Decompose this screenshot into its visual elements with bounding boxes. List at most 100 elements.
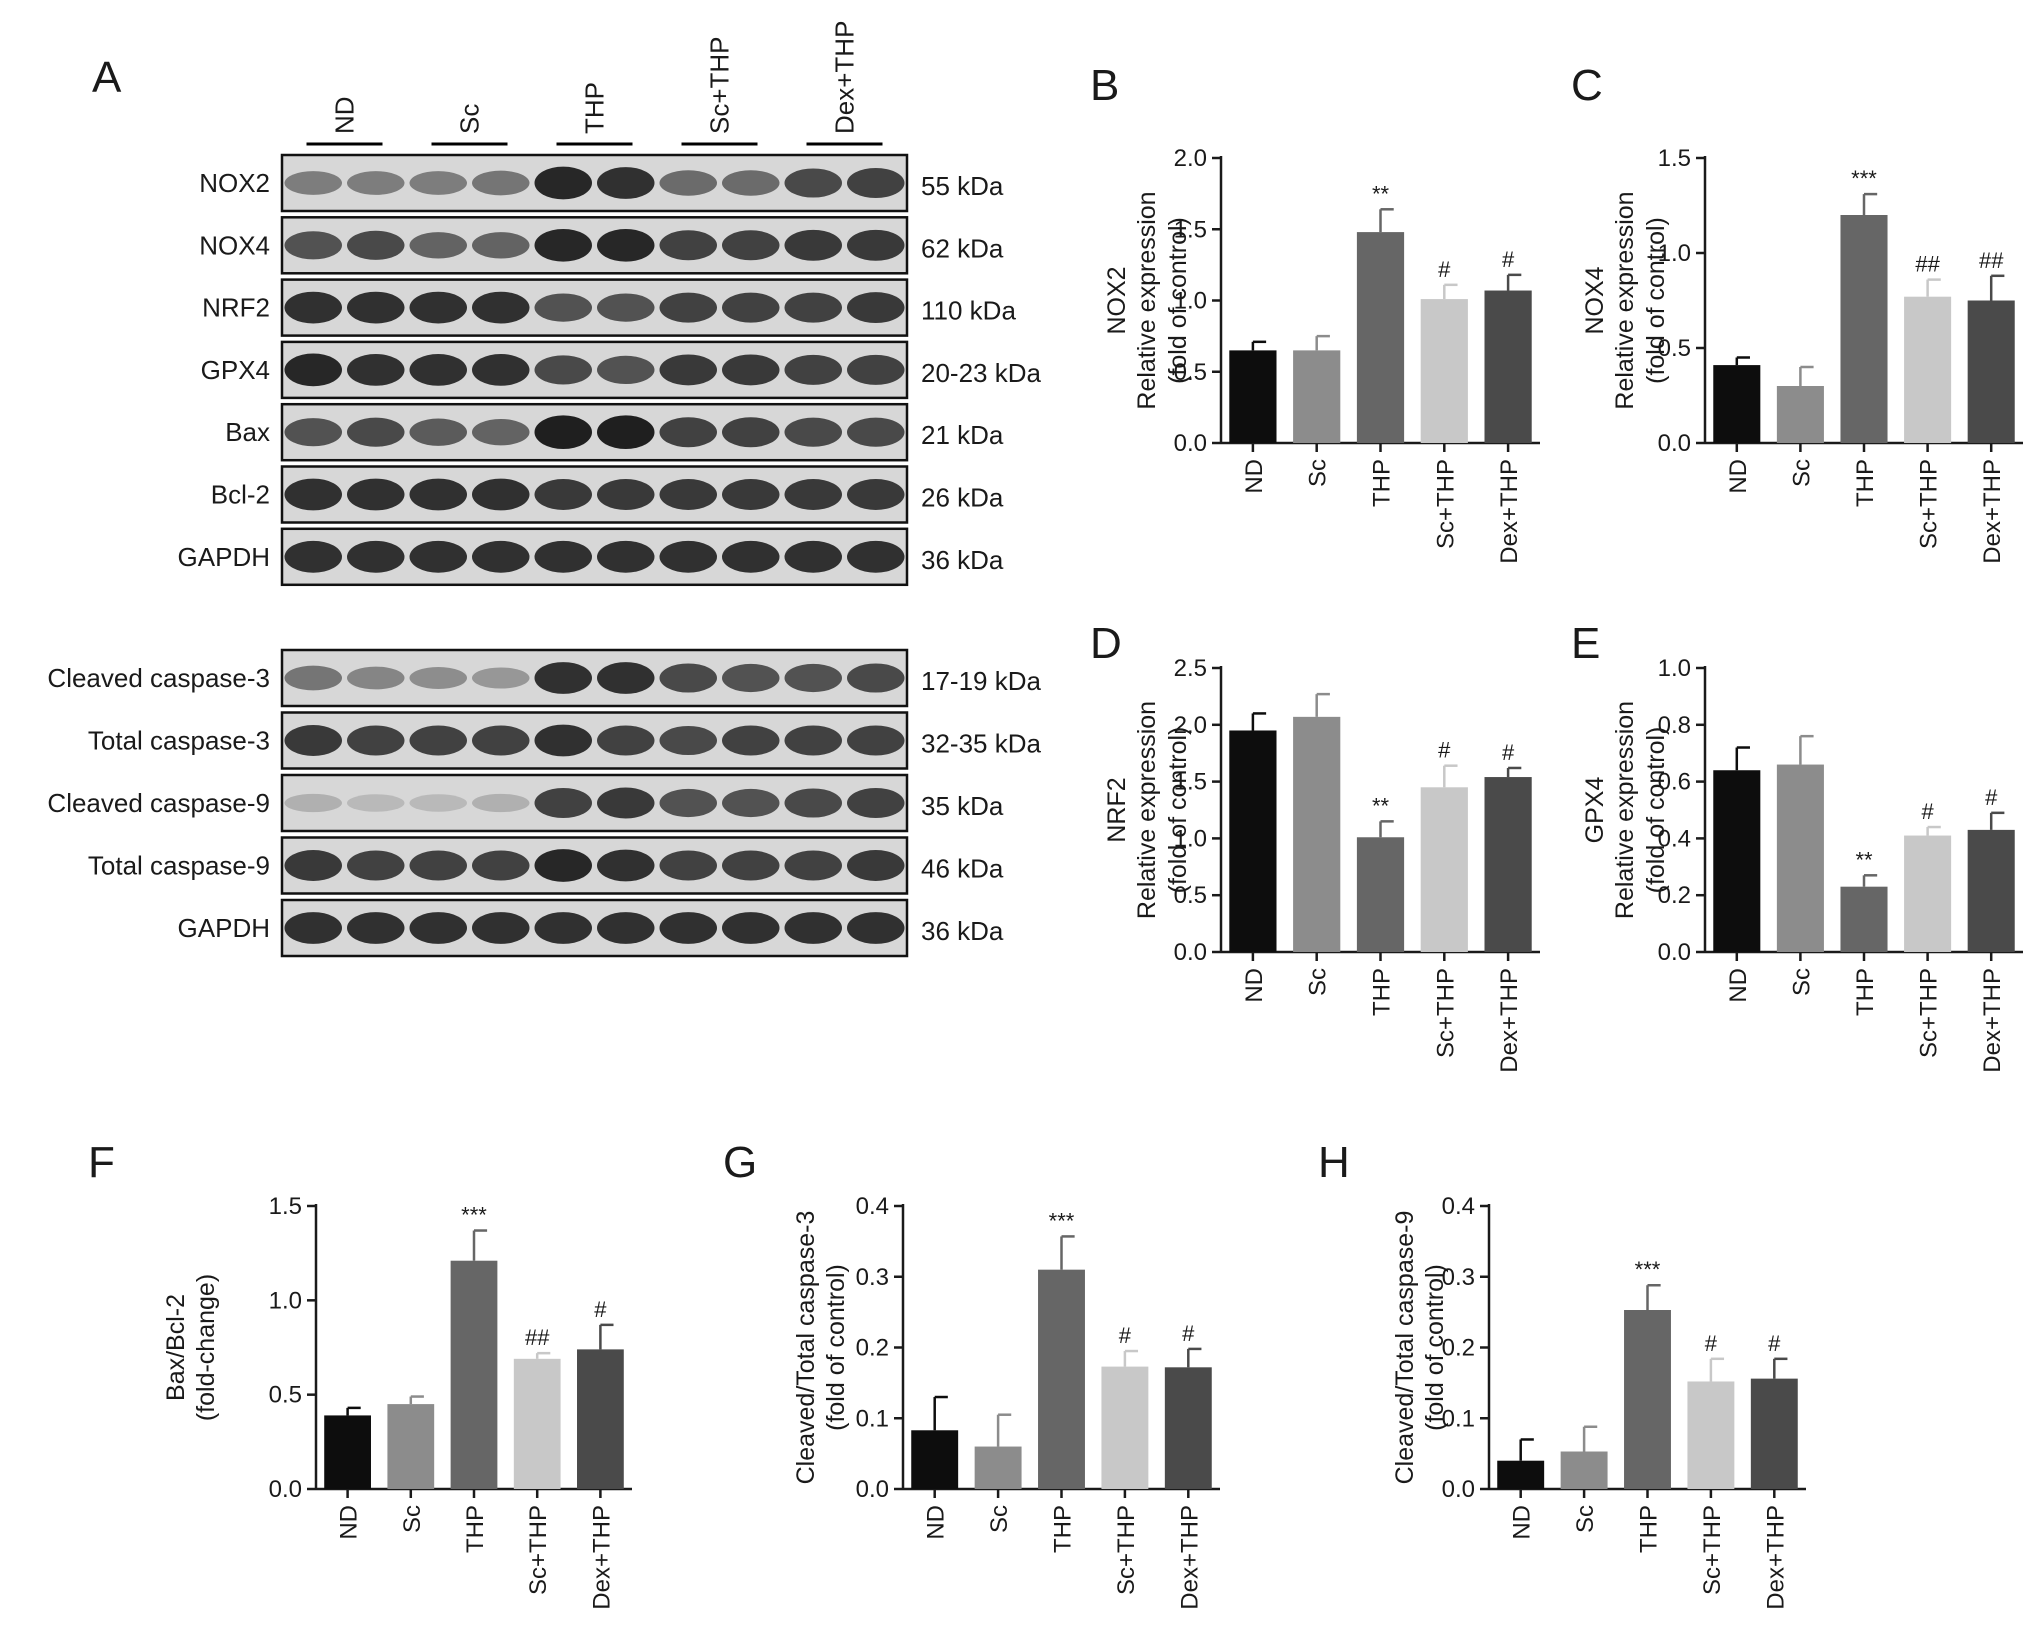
bar xyxy=(513,1358,561,1489)
x-tick-label: ND xyxy=(1241,968,1268,1003)
x-tick-label: Sc xyxy=(1305,459,1332,487)
protein-band xyxy=(409,291,467,324)
protein-band xyxy=(472,725,530,756)
protein-band xyxy=(784,540,842,573)
protein-band xyxy=(284,478,342,511)
protein-band xyxy=(597,415,655,450)
x-tick-label: THP xyxy=(1636,1505,1663,1553)
x-tick-label: Sc+THP xyxy=(1916,459,1943,549)
x-tick-label: THP xyxy=(462,1505,489,1553)
bar xyxy=(1229,730,1277,952)
blot-row: NOX4 62 kDa xyxy=(199,216,1004,275)
protein-band xyxy=(722,479,780,510)
bar xyxy=(1293,716,1341,952)
protein-band xyxy=(659,850,717,881)
bar xyxy=(911,1430,959,1489)
protein-band xyxy=(722,540,780,573)
protein-band xyxy=(597,355,655,385)
y-axis-title: Relative expression xyxy=(1611,701,1639,919)
protein-band xyxy=(722,230,780,261)
molecular-weight-label: 32-35 kDa xyxy=(921,729,1041,759)
bar xyxy=(1356,837,1405,952)
protein-band xyxy=(347,478,405,511)
protein-band xyxy=(784,292,842,323)
protein-band xyxy=(409,725,467,756)
protein-band xyxy=(472,850,530,881)
protein-band xyxy=(722,417,780,448)
protein-band xyxy=(847,663,905,693)
x-tick-label: ND xyxy=(1241,459,1268,494)
y-axis-title: GPX4 xyxy=(1581,777,1609,844)
y-axis-title: Cleaved/Total caspase-9 xyxy=(1391,1211,1419,1485)
protein-band xyxy=(472,232,530,259)
protein-band xyxy=(597,849,655,882)
significance-label: # xyxy=(1182,1321,1195,1346)
y-tick-label: 0.5 xyxy=(1658,335,1691,362)
protein-band xyxy=(597,725,655,756)
bar xyxy=(974,1446,1022,1489)
bar xyxy=(1904,835,1952,952)
y-tick-label: 0.0 xyxy=(1174,430,1207,457)
protein-band xyxy=(347,230,405,260)
protein-band xyxy=(284,912,342,944)
protein-label: NRF2 xyxy=(202,293,270,323)
protein-band xyxy=(409,418,467,446)
protein-band xyxy=(659,230,717,261)
protein-band xyxy=(847,167,905,199)
bar xyxy=(1687,1381,1735,1489)
bar xyxy=(1356,232,1405,443)
significance-label: *** xyxy=(461,1203,487,1228)
bar xyxy=(1229,350,1277,443)
significance-label: *** xyxy=(1851,166,1877,191)
protein-label: Cleaved caspase-9 xyxy=(47,788,270,818)
x-tick-label: ND xyxy=(1509,1505,1536,1540)
x-tick-label: ND xyxy=(336,1505,363,1540)
y-tick-label: 1.5 xyxy=(269,1193,302,1220)
protein-band xyxy=(534,849,592,882)
protein-band xyxy=(534,724,592,757)
protein-band xyxy=(284,353,342,387)
y-axis-title: (fold of control) xyxy=(1642,727,1670,894)
protein-band xyxy=(347,171,405,195)
protein-band xyxy=(347,725,405,756)
protein-band xyxy=(534,540,592,573)
y-tick-label: 1.5 xyxy=(1658,145,1691,172)
protein-band xyxy=(284,540,342,573)
protein-band xyxy=(784,417,842,447)
x-tick-label: Dex+THP xyxy=(1496,968,1523,1073)
protein-band xyxy=(284,418,342,447)
panel-letter: G xyxy=(723,1138,757,1187)
molecular-weight-label: 35 kDa xyxy=(921,791,1004,821)
protein-band xyxy=(472,793,530,813)
bar-chart-panel-c: C 0.0 0.5 1.0 1.5 NOX4 Relative expression (fol… xyxy=(1571,61,2023,564)
bar xyxy=(1293,350,1341,443)
protein-band xyxy=(722,663,780,693)
y-tick-label: 0.0 xyxy=(856,1476,889,1503)
protein-band xyxy=(659,417,717,448)
lane-group-headers: ND Sc THP Sc+THP Dex+THP xyxy=(306,21,883,146)
protein-band xyxy=(534,355,592,385)
protein-label: GAPDH xyxy=(178,913,270,943)
bar xyxy=(1713,365,1761,443)
protein-band xyxy=(722,850,780,881)
x-tick-label: Sc xyxy=(1788,459,1815,487)
bar xyxy=(1776,386,1824,443)
protein-label: NOX2 xyxy=(199,168,270,198)
protein-band xyxy=(284,291,342,324)
x-tick-label: Sc xyxy=(1305,968,1332,996)
protein-band xyxy=(722,354,780,386)
protein-band xyxy=(722,170,780,196)
blot-row: Total caspase-3 32-35 kDa xyxy=(88,711,1041,770)
protein-band xyxy=(534,787,592,819)
bar xyxy=(387,1404,435,1489)
protein-band xyxy=(659,912,717,944)
molecular-weight-label: 20-23 kDa xyxy=(921,358,1041,388)
protein-band xyxy=(659,170,717,196)
bar xyxy=(1164,1367,1212,1489)
blot-row: GAPDH 36 kDa xyxy=(178,898,1004,958)
protein-band xyxy=(784,479,842,510)
y-axis-title: Cleaved/Total caspase-3 xyxy=(792,1211,820,1485)
y-tick-label: 0.2 xyxy=(1442,1335,1475,1362)
significance-label: # xyxy=(1438,257,1451,282)
protein-band xyxy=(659,725,717,756)
